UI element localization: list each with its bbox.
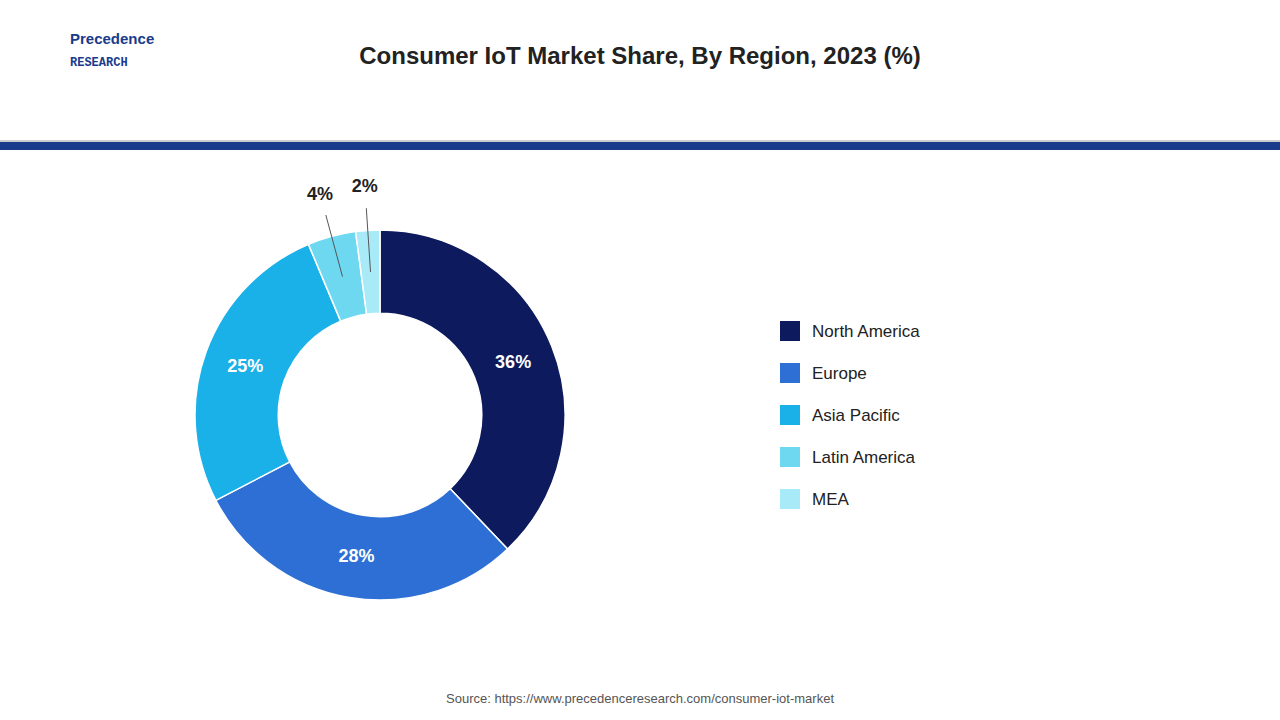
data-label: 28% <box>338 546 374 566</box>
data-labels: 36% 28% 25% 4% 2% <box>227 176 531 566</box>
legend-label: Europe <box>812 364 867 383</box>
legend-swatch <box>780 447 800 467</box>
legend-swatch <box>780 405 800 425</box>
data-label: 2% <box>352 176 378 196</box>
leader-line <box>326 215 343 277</box>
data-label: 4% <box>307 184 333 204</box>
legend-swatch <box>780 321 800 341</box>
background <box>0 0 1280 720</box>
chart-root: Consumer IoT Market Share, By Region, 20… <box>0 0 1280 720</box>
logo-text: RESEARCH <box>70 56 128 70</box>
leader-line <box>366 208 370 272</box>
title: Consumer IoT Market Share, By Region, 20… <box>359 42 920 69</box>
source-text: Source: https://www.precedenceresearch.c… <box>446 691 834 706</box>
legend-label: MEA <box>812 490 850 509</box>
slices <box>195 230 565 600</box>
legend-label: Latin America <box>812 448 916 467</box>
slice <box>195 244 341 500</box>
header-bar <box>0 142 1280 150</box>
legend-label: North America <box>812 322 920 341</box>
data-label: 36% <box>495 352 531 372</box>
slice <box>356 230 380 314</box>
legend-swatch <box>780 489 800 509</box>
header-separator <box>0 140 1280 142</box>
logo-text: Precedence <box>70 30 154 47</box>
legend-swatch <box>780 363 800 383</box>
slice <box>216 462 508 600</box>
slice <box>380 230 565 549</box>
data-label: 25% <box>227 356 263 376</box>
legend-label: Asia Pacific <box>812 406 900 425</box>
legend: North America Europe Asia Pacific Latin Ame… <box>780 321 920 509</box>
